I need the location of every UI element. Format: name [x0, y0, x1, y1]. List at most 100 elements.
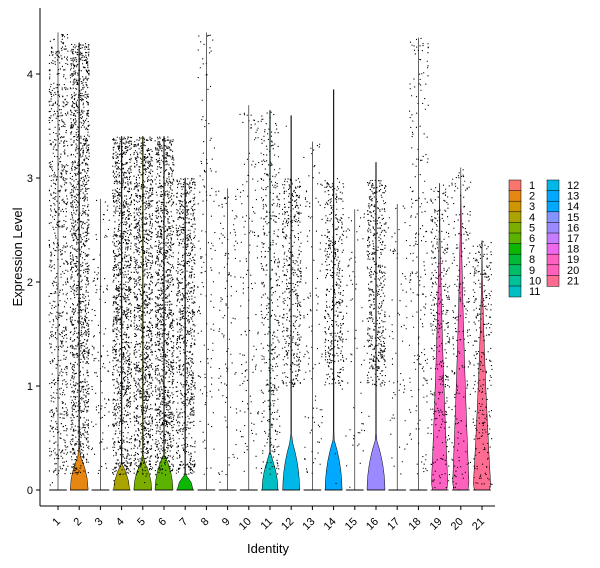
jitter-points-4	[112, 136, 133, 485]
legend-label: 3	[529, 201, 535, 213]
legend-swatch	[508, 253, 522, 266]
legend-label: 12	[567, 180, 579, 192]
legend-label: 9	[529, 265, 535, 277]
legend-label: 11	[529, 286, 540, 298]
jitter-points-6	[154, 136, 175, 485]
x-tick-label: 19	[428, 516, 445, 533]
violin-group-18	[408, 37, 429, 491]
violin-group-6	[154, 136, 175, 491]
legend-swatch	[508, 232, 522, 245]
violin-11	[261, 110, 279, 491]
legend-swatch	[546, 190, 560, 202]
jitter-points-10	[239, 112, 260, 472]
legend-swatch	[508, 222, 522, 234]
legend-label: 13	[567, 191, 579, 203]
x-tick-label: 9	[220, 516, 233, 529]
legend-swatch	[508, 275, 522, 287]
violin-group-1	[48, 32, 69, 491]
y-axis-title: Expression Level	[10, 207, 25, 306]
legend-swatch	[546, 211, 560, 224]
violin-group-16	[366, 162, 387, 491]
legend-item-12: 12	[546, 179, 579, 192]
jitter-points-5	[133, 136, 154, 484]
x-tick-label: 8	[199, 516, 212, 529]
x-tick-label: 18	[406, 516, 423, 533]
x-axis-title: Identity	[247, 541, 289, 556]
violin-group-19	[430, 183, 451, 491]
legend-swatch	[546, 200, 560, 213]
legend-swatch	[508, 211, 522, 224]
legend-swatch	[546, 253, 560, 266]
points-14	[324, 178, 345, 484]
x-tick-label: 16	[364, 516, 381, 533]
violin-group-11	[260, 110, 281, 491]
jitter-points-2	[69, 43, 90, 475]
legend-label: 17	[567, 233, 579, 245]
legend-label: 7	[529, 244, 535, 256]
points-20	[451, 169, 472, 491]
points-1	[48, 34, 69, 486]
points-8	[197, 34, 217, 475]
legend-swatch	[508, 190, 522, 202]
legend-label: 6	[529, 233, 535, 245]
points-21	[472, 241, 493, 488]
violin-group-20	[451, 167, 472, 491]
jitter-points-14	[324, 178, 345, 484]
legend-label: 16	[567, 222, 579, 234]
y-tick-label: 0	[27, 485, 33, 497]
violin-group-5	[133, 136, 154, 491]
points-7	[175, 178, 196, 475]
jitter-points-7	[175, 178, 196, 475]
jitter-points-1	[48, 34, 69, 486]
points-6	[154, 136, 175, 485]
points-5	[133, 136, 154, 484]
legend-label: 2	[529, 191, 535, 203]
legend-label: 5	[529, 222, 535, 234]
x-tick-label: 11	[259, 516, 276, 533]
points-2	[69, 43, 90, 475]
legend-swatch	[508, 200, 522, 213]
points-4	[112, 136, 133, 485]
jitter-points-9	[218, 188, 239, 483]
y-ticks: 0 1 2 3 4	[27, 69, 40, 497]
x-tick-label: 4	[114, 516, 127, 529]
violin-group-4	[112, 136, 133, 491]
x-tick-label: 6	[156, 516, 169, 529]
x-tick-label: 17	[385, 516, 402, 533]
legend-swatch	[508, 285, 522, 298]
jitter-points-12	[281, 125, 302, 388]
violin-group-15	[345, 209, 365, 491]
violin-group-2	[69, 42, 90, 491]
y-tick-label: 4	[27, 69, 33, 81]
violin-group-21	[472, 240, 493, 491]
x-tick-label: 12	[279, 516, 296, 533]
jitter-points-15	[345, 209, 365, 488]
legend-swatch	[508, 264, 522, 277]
violin-group-3	[91, 198, 111, 491]
jitter-points-16	[366, 179, 387, 417]
violin-group-12	[281, 115, 302, 491]
points-17	[387, 205, 408, 475]
violin-group-9	[218, 188, 239, 491]
legend-swatch	[546, 179, 560, 192]
legend-label: 19	[567, 254, 579, 266]
legend-label: 21	[567, 275, 579, 287]
y-tick-label: 1	[27, 381, 33, 393]
x-tick-label: 2	[72, 516, 85, 529]
violin-12	[282, 115, 300, 491]
legend-swatch	[546, 222, 560, 234]
jitter-points-20	[451, 169, 472, 491]
violin-group-10	[239, 105, 260, 491]
points-15	[345, 209, 365, 488]
legend-swatch	[508, 243, 522, 255]
violin-7	[176, 177, 194, 491]
jitter-points-13	[303, 143, 323, 474]
legend-swatch	[546, 232, 560, 245]
x-tick-label: 13	[300, 516, 317, 533]
legend-label: 15	[567, 212, 579, 224]
x-tick-label: 1	[50, 516, 63, 529]
violin-16	[366, 162, 386, 491]
y-tick-label: 2	[27, 277, 33, 289]
points-18	[408, 37, 429, 475]
